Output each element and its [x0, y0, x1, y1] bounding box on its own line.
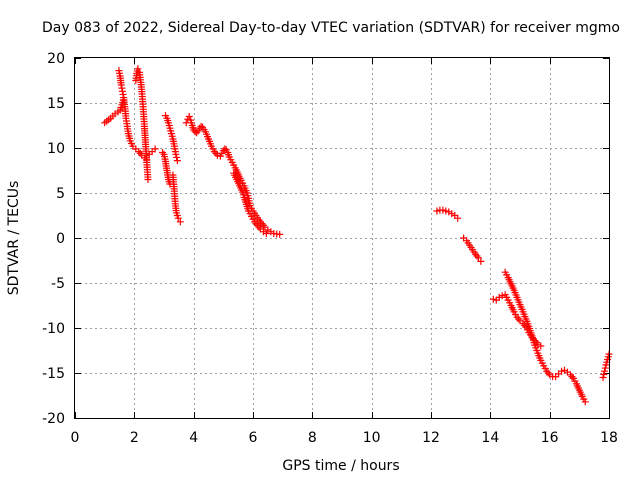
data-point	[498, 292, 506, 300]
y-axis-label: SDTVAR / TECUs	[6, 181, 22, 296]
x-tick-label: 8	[308, 430, 317, 446]
data-point	[581, 398, 589, 406]
data-point	[474, 254, 482, 262]
series-arc-10	[433, 206, 462, 222]
data-point	[439, 206, 447, 214]
y-tick-label: -20	[42, 411, 65, 427]
data-point	[221, 145, 229, 153]
data-point	[213, 151, 221, 159]
series-arc-4	[145, 145, 159, 158]
y-tick-label: 5	[56, 186, 65, 202]
y-tick-label: -15	[42, 366, 65, 382]
data-point	[134, 65, 142, 73]
x-tick-label: 4	[189, 430, 198, 446]
data-point	[176, 218, 184, 226]
data-points	[101, 65, 613, 406]
data-point	[433, 207, 441, 215]
grid-lines	[75, 58, 609, 418]
data-point	[151, 145, 159, 153]
series-arc-6	[161, 112, 181, 165]
x-tick-label: 2	[130, 430, 139, 446]
y-tick-label: 0	[56, 231, 65, 247]
x-tick-label: 16	[541, 430, 559, 446]
data-point	[601, 367, 609, 375]
y-tick-label: -5	[51, 276, 65, 292]
x-tick-label: 10	[363, 430, 381, 446]
series-arc-7	[169, 171, 184, 226]
data-point	[442, 207, 450, 215]
data-point	[173, 157, 181, 165]
data-point	[600, 370, 608, 378]
data-point	[174, 214, 182, 222]
y-tick-labels: -20 -15 -10 -5 0 5 10 15 20	[42, 51, 65, 427]
data-point	[454, 214, 462, 222]
data-point	[537, 342, 545, 350]
series-arc-8	[182, 113, 284, 238]
x-axis-label: GPS time / hours	[282, 458, 399, 474]
data-point	[558, 367, 566, 375]
data-point	[172, 150, 180, 158]
series-arc-11	[460, 234, 485, 265]
data-point	[601, 364, 609, 372]
data-point	[599, 374, 607, 381]
x-tick-labels: 0 2 4 6 8 10 12 14 16 18	[71, 430, 618, 446]
axis-ticks	[75, 58, 610, 419]
x-tick-label: 14	[481, 430, 499, 446]
data-point	[197, 122, 205, 130]
x-tick-label: 6	[249, 430, 258, 446]
data-point	[262, 230, 270, 237]
data-point	[489, 295, 497, 303]
y-tick-label: -10	[42, 321, 65, 337]
data-point	[477, 257, 485, 265]
data-point	[185, 113, 193, 120]
x-tick-label: 12	[422, 430, 440, 446]
data-point	[276, 230, 284, 238]
series-arc-14	[599, 350, 613, 381]
data-point	[191, 128, 199, 136]
series-arc-3	[132, 65, 152, 183]
x-tick-label: 18	[600, 430, 618, 446]
x-tick-label: 0	[71, 430, 80, 446]
y-tick-label: 15	[47, 96, 65, 112]
data-point	[173, 153, 181, 161]
series-arc-13	[501, 268, 589, 406]
data-point	[144, 176, 152, 183]
series-arc-9	[230, 169, 270, 237]
y-tick-label: 10	[47, 141, 65, 157]
y-tick-label: 20	[47, 51, 65, 67]
chart-title: Day 083 of 2022, Sidereal Day-to-day VTE…	[42, 20, 620, 36]
plot-frame	[74, 57, 610, 419]
